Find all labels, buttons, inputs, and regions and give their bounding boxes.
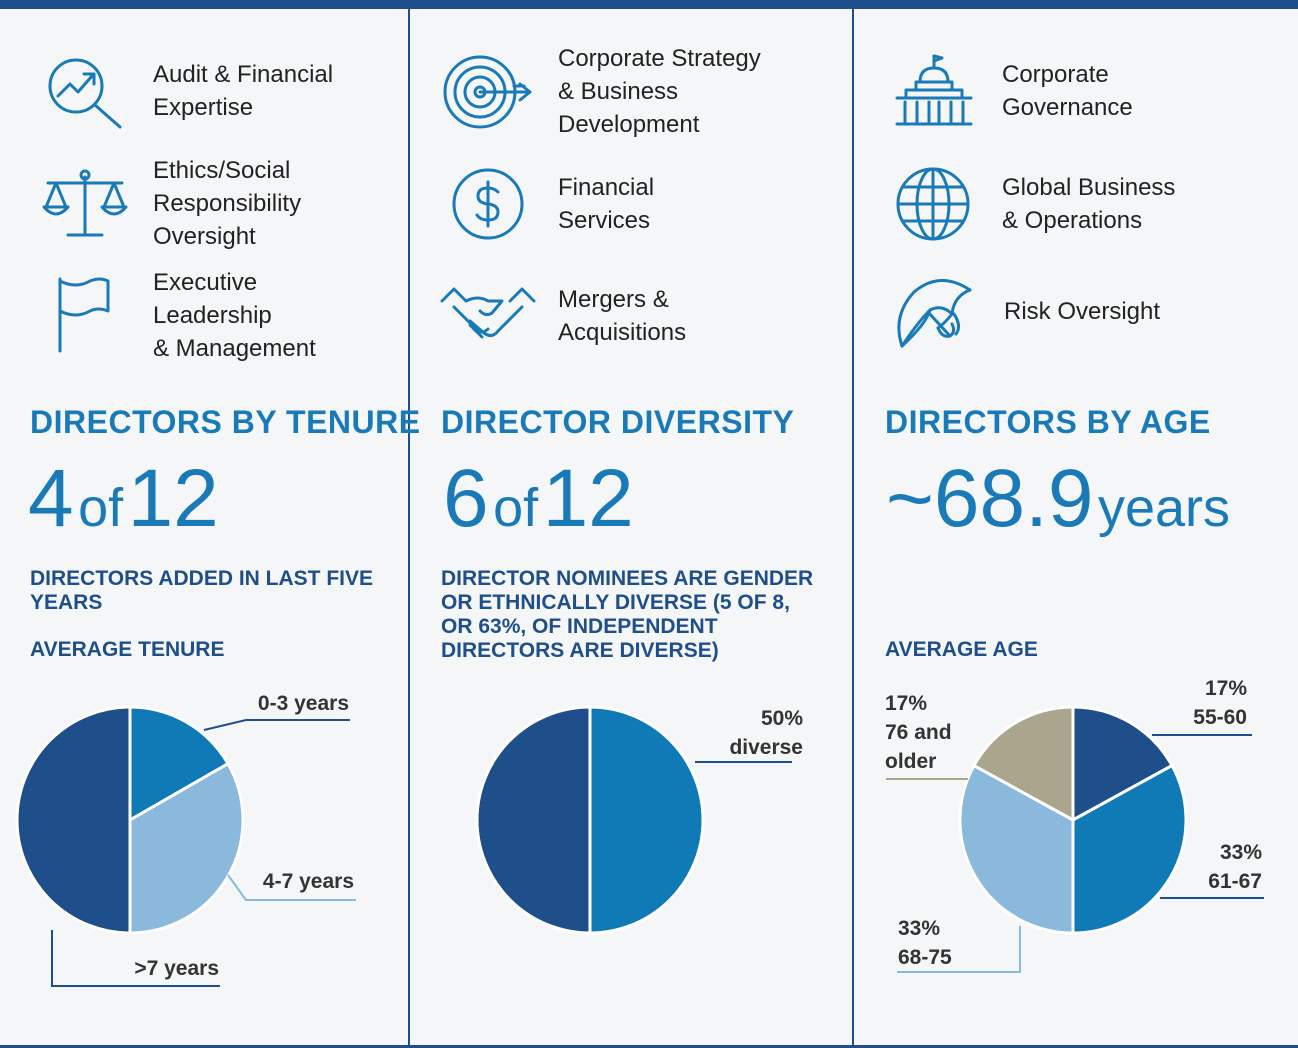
bottom-accent-bar — [0, 1045, 1298, 1048]
label-leader-line — [51, 930, 220, 987]
pie-label: 33% — [1220, 841, 1262, 864]
skill-label-financial: Financial Services — [558, 174, 655, 234]
capitol-icon — [895, 54, 973, 126]
tenure-big-number: 4 of 12 — [28, 453, 219, 544]
pie-slice — [128, 761, 245, 935]
label-leader-line — [227, 874, 356, 901]
pie-label: 33% — [898, 917, 940, 940]
pie-slice — [1071, 705, 1175, 823]
pie-label: >7 years — [134, 957, 219, 980]
tenure-sub-heading: AVERAGE TENURE — [30, 638, 225, 661]
pie-label: 17% — [885, 692, 927, 715]
handshake-icon — [440, 287, 536, 339]
pie-label: 68-75 — [898, 946, 952, 969]
column-divider-left — [408, 9, 410, 1045]
pie-slice — [475, 705, 592, 935]
age-sub-heading: AVERAGE AGE — [885, 638, 1038, 661]
pie-label: 61-67 — [1208, 870, 1262, 893]
pie-label: 4-7 years — [263, 870, 354, 893]
diversity-description: DIRECTOR NOMINEES ARE GENDER OR ETHNICAL… — [441, 567, 814, 662]
tenure-heading: DIRECTORS BY TENURE — [30, 404, 421, 440]
pie-label: 50% — [761, 707, 803, 730]
pie-slice — [588, 705, 705, 935]
pie-slice — [958, 763, 1075, 935]
pie-label: older — [885, 750, 936, 773]
pie-label: 76 and — [885, 721, 952, 744]
pie-label: 55-60 — [1193, 706, 1247, 729]
scales-icon — [42, 169, 128, 237]
skill-label-strategy: Corporate Strategy & Business Development — [558, 45, 761, 138]
dollar-icon — [452, 168, 524, 240]
pie-label: 0-3 years — [258, 692, 349, 715]
top-accent-bar — [0, 0, 1298, 9]
column-divider-right — [852, 9, 854, 1045]
diversity-heading: DIRECTOR DIVERSITY — [441, 404, 795, 440]
skill-label-audit: Audit & Financial Expertise — [153, 61, 334, 121]
diversity-big-number: 6 of 12 — [443, 453, 634, 544]
pie-slice — [971, 705, 1075, 823]
pie-slice — [15, 705, 132, 935]
pie-label: diverse — [729, 736, 803, 759]
label-leader-line — [203, 719, 350, 731]
tenure-description: DIRECTORS ADDED IN LAST FIVE YEARS — [30, 567, 374, 614]
age-heading: DIRECTORS BY AGE — [885, 404, 1211, 440]
skill-label-mergers: Mergers & Acquisitions — [558, 286, 687, 346]
pie-label: 17% — [1205, 677, 1247, 700]
label-leader-line — [897, 926, 1021, 973]
pie-slice — [1071, 763, 1188, 935]
umbrella-icon — [897, 279, 972, 348]
chart-magnifier-icon — [48, 58, 122, 129]
skill-label-global: Global Business & Operations — [1002, 174, 1176, 234]
skill-label-risk: Risk Oversight — [1004, 298, 1161, 325]
target-icon — [443, 55, 532, 129]
globe-icon — [896, 167, 970, 241]
skill-label-ethics: Ethics/Social Responsibility Oversight — [153, 157, 302, 250]
age-big-number: ~68.9 years — [886, 453, 1230, 544]
pie-slice — [128, 705, 231, 823]
skill-label-governance: Corporate Governance — [1002, 61, 1133, 121]
skill-label-leadership: Executive Leadership & Management — [153, 269, 316, 362]
flag-icon — [58, 277, 110, 353]
